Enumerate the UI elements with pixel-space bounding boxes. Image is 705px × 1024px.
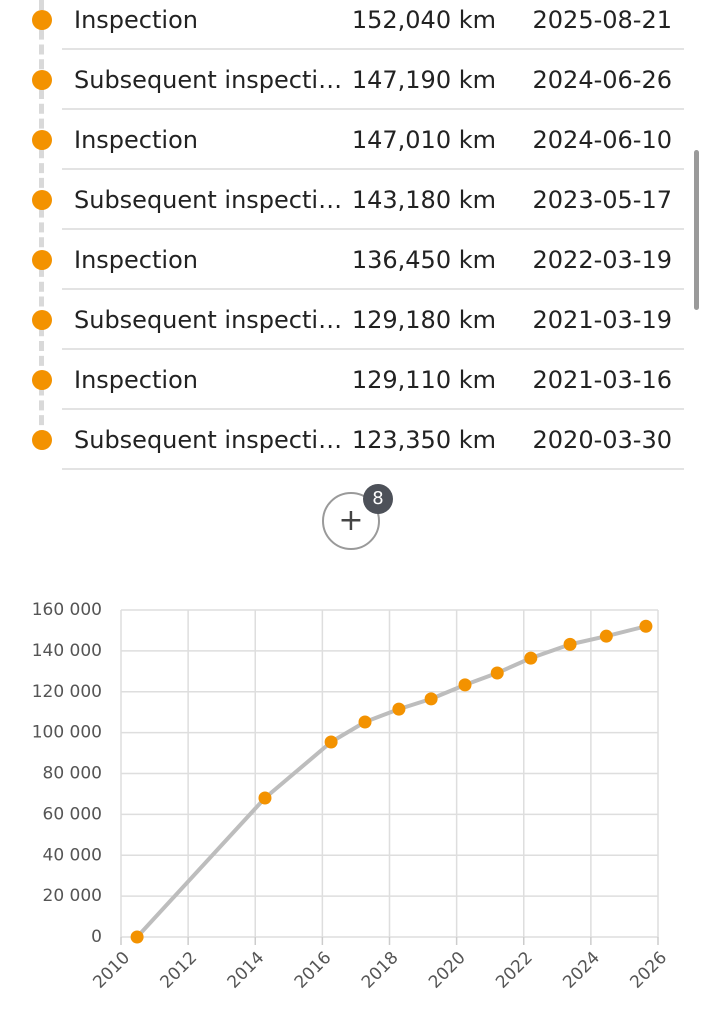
date: 2024-06-10 [532, 126, 672, 154]
inspection-type: Subsequent inspecti… [74, 306, 343, 334]
data-point [258, 791, 272, 805]
y-tick-label: 140 000 [32, 641, 102, 661]
data-point [130, 930, 144, 944]
data-point [490, 666, 504, 680]
x-tick-label: 2010 [89, 948, 134, 993]
history-row[interactable]: Inspection 136,450 km 2022-03-19 [62, 240, 684, 290]
date: 2025-08-21 [532, 6, 672, 34]
y-tick-label: 60 000 [43, 804, 102, 824]
timeline-dot [32, 310, 52, 330]
data-point [392, 702, 406, 716]
timeline-dot [32, 430, 52, 450]
history-row[interactable]: Inspection 152,040 km 2025-08-21 [62, 0, 684, 50]
x-tick-label: 2022 [492, 948, 537, 993]
timeline-dot [32, 370, 52, 390]
scrollbar [694, 150, 699, 310]
inspection-type: Inspection [74, 366, 198, 394]
timeline-dot [32, 70, 52, 90]
mileage-line [135, 624, 647, 939]
data-point [563, 637, 577, 651]
mileage: 123,350 km [351, 426, 496, 454]
mileage: 129,110 km [351, 366, 496, 394]
y-tick-label: 80 000 [43, 764, 102, 784]
mileage: 136,450 km [351, 246, 496, 274]
inspection-type: Inspection [74, 246, 198, 274]
history-row[interactable]: Subsequent inspecti… 143,180 km 2023-05-17 [62, 180, 684, 230]
date: 2023-05-17 [532, 186, 672, 214]
show-more-button[interactable]: + [322, 492, 380, 550]
y-tick-label: 40 000 [43, 845, 102, 865]
date: 2022-03-19 [532, 246, 672, 274]
date: 2021-03-19 [532, 306, 672, 334]
inspection-type: Inspection [74, 126, 198, 154]
data-point [524, 651, 538, 665]
timeline-dot [32, 250, 52, 270]
mileage: 147,190 km [351, 66, 496, 94]
mileage: 143,180 km [351, 186, 496, 214]
history-row[interactable]: Inspection 147,010 km 2024-06-10 [62, 120, 684, 170]
timeline [39, 0, 44, 440]
history-row[interactable]: Subsequent inspecti… 123,350 km 2020-03-30 [62, 420, 684, 470]
mileage: 129,180 km [351, 306, 496, 334]
data-point [599, 629, 613, 643]
history-row[interactable]: Subsequent inspecti… 147,190 km 2024-06-26 [62, 60, 684, 110]
y-tick-label: 100 000 [32, 723, 102, 743]
y-tick-label: 160 000 [32, 600, 102, 620]
x-tick-label: 2016 [291, 948, 336, 993]
x-tick-label: 2024 [559, 948, 604, 993]
history-row[interactable]: Subsequent inspecti… 129,180 km 2021-03-19 [62, 300, 684, 350]
x-tick-label: 2018 [358, 948, 403, 993]
inspection-type: Subsequent inspecti… [74, 426, 343, 454]
data-point [639, 619, 653, 633]
timeline-dot [32, 190, 52, 210]
x-tick-label: 2020 [425, 948, 470, 993]
plus-icon: + [338, 503, 364, 538]
timeline-dot [32, 10, 52, 30]
inspection-type: Subsequent inspecti… [74, 66, 343, 94]
timeline-dot [32, 130, 52, 150]
date: 2021-03-16 [532, 366, 672, 394]
more-count-badge: 8 [363, 484, 393, 514]
inspection-type: Inspection [74, 6, 198, 34]
date: 2024-06-26 [532, 66, 672, 94]
data-point [324, 735, 338, 749]
mileage: 152,040 km [351, 6, 496, 34]
history-row[interactable]: Inspection 129,110 km 2021-03-16 [62, 360, 684, 410]
x-tick-label: 2026 [626, 948, 671, 993]
inspection-type: Subsequent inspecti… [74, 186, 343, 214]
y-tick-label: 0 [91, 927, 102, 947]
date: 2020-03-30 [532, 426, 672, 454]
y-tick-label: 120 000 [32, 682, 102, 702]
x-tick-label: 2012 [156, 948, 201, 993]
data-point [358, 715, 372, 729]
data-point [424, 692, 438, 706]
mileage: 147,010 km [351, 126, 496, 154]
x-tick-label: 2014 [224, 948, 269, 993]
data-point [458, 678, 472, 692]
y-tick-label: 20 000 [43, 886, 102, 906]
